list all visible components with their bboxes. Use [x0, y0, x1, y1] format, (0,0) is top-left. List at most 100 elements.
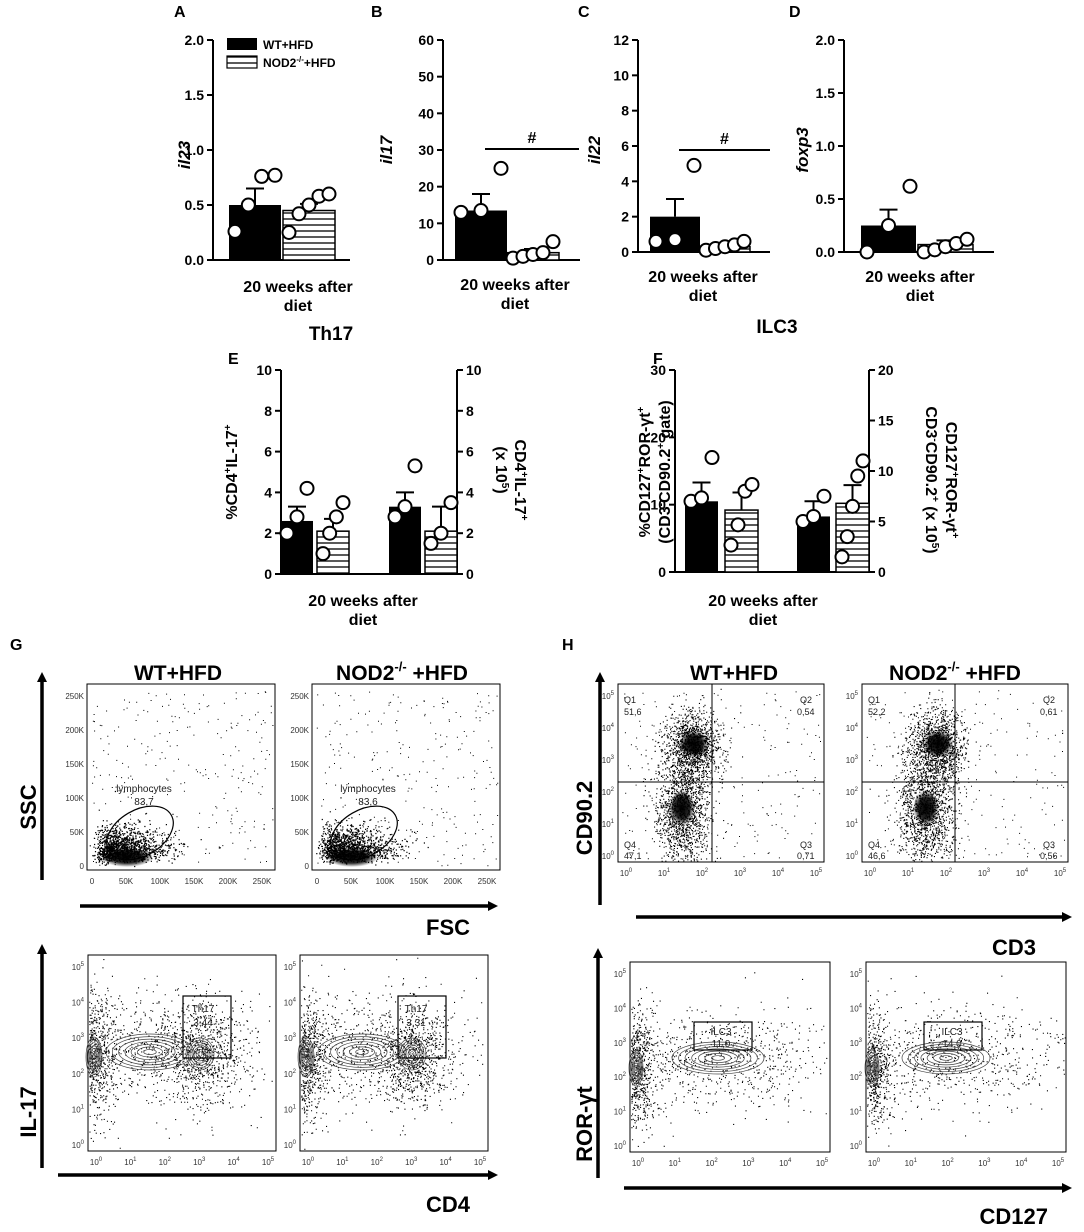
group-label-line1: 20 weeks after [708, 593, 817, 610]
y-tick-label: 0 [264, 566, 272, 582]
scatter-density [101, 847, 153, 867]
contour-ring [630, 1054, 642, 1082]
contour-ring [409, 1051, 415, 1057]
log-x-tick: 102 [696, 868, 709, 878]
contour-ring [868, 1059, 876, 1077]
contour-ring [704, 1053, 732, 1063]
bar-charts-layer: 0.0 0.5 1.0 1.5 2.0 il23 20 weeks after diet 0 10… [175, 32, 994, 629]
contour-ring [634, 1065, 638, 1071]
log-y-tick: 105 [284, 962, 297, 972]
panel-f-right-ylabel-cells: CD3-CD90.2+ (x 105) [922, 406, 940, 553]
h-nod2-q3: Q3 [1043, 840, 1055, 850]
log-x-tick: 102 [705, 1158, 718, 1168]
g-nod2-contour-frame [299, 954, 489, 1152]
data-point [806, 508, 821, 524]
group-label-line1: 20 weeks after [460, 277, 569, 294]
scatter-x-tick: 150K [410, 877, 429, 886]
contour-ring [403, 1044, 421, 1064]
bar-group [387, 458, 423, 574]
data-point [816, 488, 832, 504]
log-x-tick: 100 [868, 1158, 881, 1168]
contour-ring [89, 1045, 99, 1069]
log-y-tick: 104 [846, 723, 859, 733]
contour-ring [349, 1046, 375, 1058]
log-y-tick: 103 [72, 1033, 85, 1043]
log-x-tick: 100 [302, 1157, 315, 1167]
group-label-line2: diet [349, 612, 378, 629]
group-label-line2: diet [284, 298, 313, 315]
contour-ring [185, 1037, 215, 1071]
y-tick-label: 4 [621, 173, 629, 189]
panel-a-chart: 0.0 0.5 1.0 1.5 2.0 il23 20 weeks after diet [175, 32, 353, 315]
g-nod2-lymph-gate [330, 805, 398, 861]
h-nod2-q4: Q4 [868, 840, 880, 850]
y-tick-label: 40 [418, 105, 434, 121]
scatter-y-tick: 200K [65, 726, 84, 735]
h-cd3-label: CD3 [992, 935, 1036, 960]
log-y-tick: 104 [614, 1003, 627, 1013]
h-wt-q1-value: 51,6 [624, 707, 642, 717]
contour-ring [187, 1039, 213, 1069]
scatter-y-tick: 0 [305, 862, 310, 871]
h-wt-q3-value: 0,71 [797, 851, 815, 861]
log-y-tick: 102 [614, 1072, 627, 1082]
h-nod2-ilc3-label: ILC3 [941, 1027, 963, 1038]
y-tick-label: 0.5 [185, 197, 205, 213]
g-fsc-label: FSC [426, 915, 470, 940]
contour-ring [678, 1043, 758, 1073]
h-wt-q4-value: 47,1 [624, 851, 642, 861]
log-x-tick: 104 [772, 868, 785, 878]
contour-ring [632, 1059, 640, 1077]
y-axis-label: il23 [175, 140, 194, 169]
contour-ring [869, 1062, 875, 1074]
panel-letter-c: C [578, 4, 590, 21]
data-point [545, 234, 561, 250]
contour-ring [193, 1046, 207, 1062]
contour-ring [865, 1052, 879, 1084]
contour-ring [401, 1042, 423, 1066]
contour-ring [697, 1050, 739, 1066]
h-quad-dots [622, 688, 1065, 862]
log-y-tick: 100 [614, 1141, 627, 1151]
bar-group [648, 157, 702, 252]
data-point [839, 529, 855, 545]
data-point [407, 458, 423, 474]
y-tick-label: 20 [418, 179, 434, 195]
h-col2-title: NOD2-/- +HFD [889, 659, 1021, 685]
g-wt-th17-label: Th17 [192, 1004, 215, 1015]
bar-group [683, 450, 720, 572]
data-point [321, 186, 337, 202]
g-wt-th17-value: 3,44 [193, 1018, 213, 1029]
g-il17-label: IL-17 [16, 1086, 41, 1137]
log-y-tick: 102 [846, 787, 859, 797]
h-nod2-q2: Q2 [1043, 695, 1055, 705]
g-nod2-th17-label: Th17 [405, 1004, 428, 1015]
log-y-tick: 103 [850, 1038, 863, 1048]
y-tick-label: 0.0 [185, 252, 205, 268]
log-y-tick: 103 [614, 1038, 627, 1048]
log-x-tick: 105 [262, 1157, 275, 1167]
significance-mark: # [720, 131, 729, 148]
log-y-tick: 105 [850, 969, 863, 979]
log-y-tick: 101 [846, 819, 859, 829]
contour-ring [628, 1049, 644, 1087]
data-point [902, 178, 918, 194]
data-point [855, 453, 871, 469]
data-point [704, 450, 720, 466]
log-y-tick: 100 [602, 851, 615, 861]
data-point [227, 223, 243, 239]
contour-ring [405, 1046, 419, 1062]
data-point [648, 233, 664, 249]
g-contours [85, 957, 484, 1150]
log-x-tick: 103 [734, 868, 747, 878]
y-tick-label: 2.0 [185, 32, 205, 48]
title-th17: Th17 [309, 324, 353, 345]
log-x-tick: 101 [658, 868, 671, 878]
log-x-tick: 102 [940, 868, 953, 878]
scatter-x-tick: 200K [219, 877, 238, 886]
y-tick-label: 1.0 [185, 142, 205, 158]
bar-group [723, 476, 760, 573]
h-nod2-q2-value: 0,61 [1040, 707, 1058, 717]
g-col2-title: NOD2-/- +HFD [336, 659, 468, 685]
